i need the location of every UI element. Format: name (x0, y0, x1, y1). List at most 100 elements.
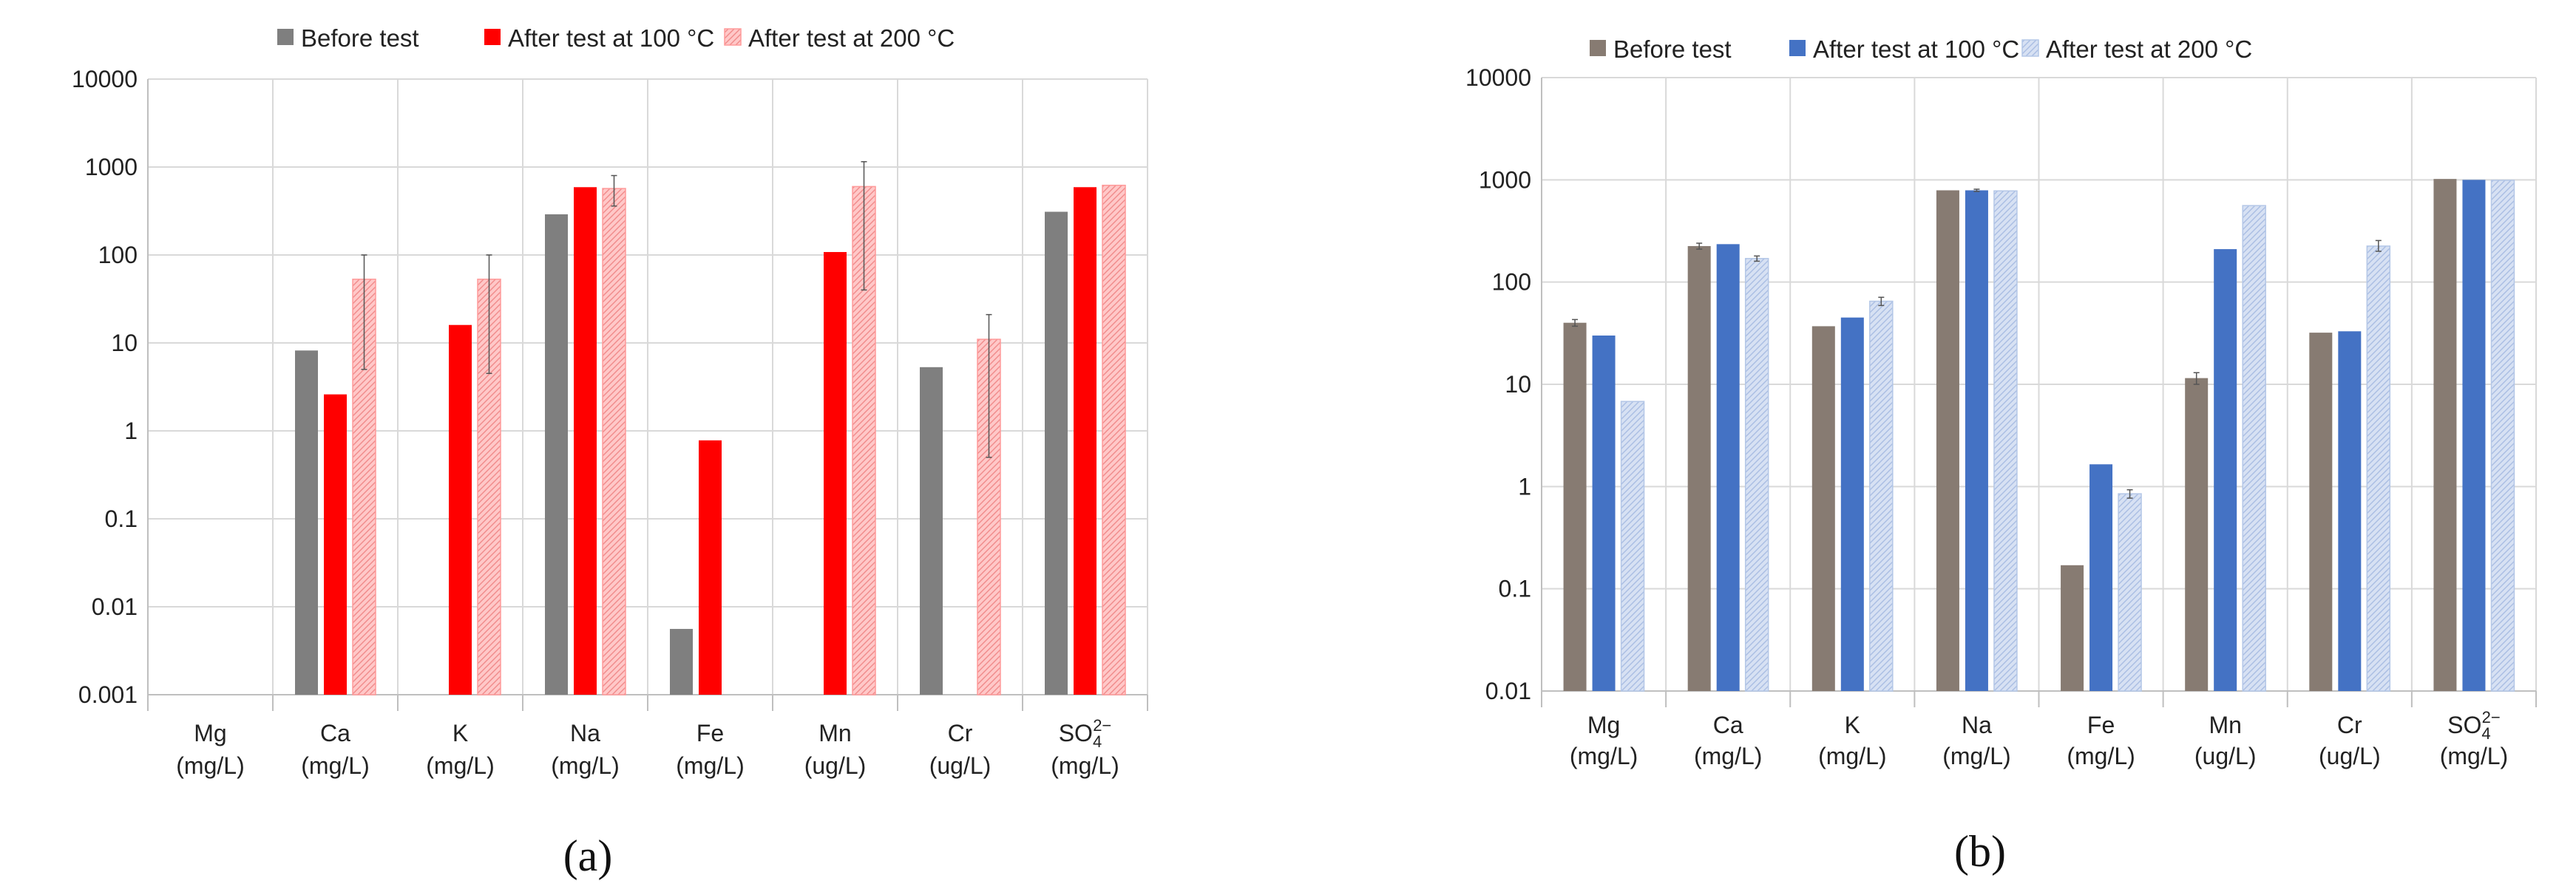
x-category-unit: (mg/L) (2440, 743, 2508, 769)
x-category-unit: (mg/L) (1694, 743, 1762, 769)
legend-before-swatch (1590, 40, 1606, 56)
y-tick-label: 100 (1492, 269, 1531, 296)
y-tick-label: 0.1 (1499, 576, 1531, 602)
legend-100-label: After test at 100 °C (508, 24, 714, 52)
x-category-unit: (mg/L) (426, 752, 494, 779)
bar-2-na (1965, 190, 1988, 691)
x-category-unit: (mg/L) (2067, 743, 2135, 769)
bar-1-ca (1687, 245, 1711, 691)
legend-200-swatch (2021, 39, 2039, 57)
bar-3-so42 (2490, 180, 2515, 692)
bar-3-so42 (1102, 184, 1126, 695)
bar-1-mg (1563, 322, 1587, 691)
bar-1-k (1811, 326, 1835, 691)
x-category-unit: (ug/L) (929, 752, 992, 779)
y-tick-label: 1 (1518, 473, 1531, 500)
y-tick-label: 10 (111, 330, 138, 356)
legend-before-swatch (277, 29, 294, 45)
bar-3-na (1993, 190, 2018, 692)
x-category-label: Fe (696, 720, 724, 746)
legend-before-label: Before test (301, 24, 419, 52)
x-category-label: Ca (320, 720, 350, 746)
bar-2-mn (2214, 249, 2237, 691)
chart-a: 0.001 0.01 0.1 1 10 100 1000 10000 Mg (mg/L) Ca (mg… (72, 24, 1148, 779)
legend-200-label: After test at 200 °C (748, 24, 955, 52)
x-category-label: K (1845, 712, 1860, 738)
x-category-label: Cr (2337, 712, 2362, 738)
x-category-label: Mn (818, 720, 851, 746)
chart-b: 0.01 0.1 1 10 100 1000 10000 Mg (mg/L) Ca (mg/L) K (… (1465, 35, 2537, 769)
bar-3-na (602, 188, 626, 695)
x-category-label: Na (1962, 712, 1992, 738)
y-tick-label: 0.001 (78, 681, 138, 708)
legend-100-swatch (484, 29, 501, 45)
x-category-unit: (mg/L) (176, 752, 244, 779)
x-category-label: Ca (1713, 712, 1743, 738)
legend-200-label: After test at 200 °C (2046, 35, 2252, 63)
bar-3-k (1869, 300, 1894, 692)
bar-3-mg (1620, 401, 1645, 692)
bar-1-na (545, 214, 568, 695)
bar-2-so42 (2462, 180, 2486, 692)
bar-2-k (449, 324, 472, 695)
x-category-unit: (mg/L) (1942, 743, 2010, 769)
bar-1-fe (2061, 565, 2084, 691)
x-category-label: SO42− (1059, 716, 1112, 751)
panel-label-b: (b) (1954, 827, 2006, 876)
x-category-unit: (mg/L) (301, 752, 369, 779)
bar-2-na (574, 187, 597, 695)
bar-2-mn (824, 252, 847, 695)
bar-1-fe (670, 628, 693, 695)
bar-1-so42 (2433, 179, 2457, 691)
bar-1-na (1936, 190, 1959, 691)
bar-2-mg (1592, 335, 1616, 691)
x-category-unit: (mg/L) (1818, 743, 1886, 769)
x-category-label: Mn (2209, 712, 2241, 738)
x-category-label: Na (570, 720, 600, 746)
x-category-label: Cr (948, 720, 973, 746)
legend-100-swatch (1789, 40, 1806, 56)
y-tick-label: 100 (98, 242, 138, 268)
x-category-unit: (mg/L) (551, 752, 619, 779)
x-category-label: K (453, 720, 468, 746)
bar-1-ca (295, 350, 318, 695)
y-tick-label: 10000 (72, 66, 138, 92)
y-tick-label: 10000 (1465, 64, 1531, 91)
bar-1-mn (2185, 378, 2209, 691)
bar-1-cr (2309, 333, 2333, 691)
bar-2-fe (699, 440, 722, 695)
y-tick-label: 1000 (85, 154, 138, 180)
legend-before-label: Before test (1613, 35, 1732, 63)
bar-3-cr (2366, 245, 2391, 692)
bar-3-mn (2242, 205, 2266, 692)
bar-2-so42 (1074, 187, 1097, 695)
y-tick-label: 10 (1505, 371, 1531, 398)
bar-2-cr (2338, 331, 2362, 691)
legend-100-label: After test at 100 °C (1813, 35, 2019, 63)
x-category-label: Mg (1587, 712, 1620, 738)
bar-3-ca (1744, 258, 1769, 692)
y-tick-label: 0.01 (92, 593, 138, 620)
x-category-unit: (ug/L) (2194, 743, 2257, 769)
panel-label-a: (a) (563, 831, 613, 880)
bar-2-fe (2089, 464, 2113, 691)
bar-2-ca (1716, 244, 1740, 692)
x-category-unit: (mg/L) (1570, 743, 1638, 769)
bar-1-so42 (1045, 211, 1068, 695)
bar-3-fe (2118, 493, 2142, 692)
y-tick-label: 1000 (1479, 166, 1531, 193)
bar-2-k (1840, 317, 1864, 691)
legend-200-swatch (724, 28, 742, 46)
x-category-unit: (ug/L) (2319, 743, 2381, 769)
x-category-label: Mg (194, 720, 226, 746)
x-category-unit: (mg/L) (676, 752, 744, 779)
bar-2-ca (324, 394, 347, 695)
x-category-unit: (ug/L) (804, 752, 867, 779)
bar-3-cr (977, 338, 1001, 695)
y-tick-label: 0.1 (105, 506, 138, 532)
x-category-label: Fe (2087, 712, 2115, 738)
x-category-unit: (mg/L) (1051, 752, 1119, 779)
x-category-label: SO42− (2447, 708, 2501, 743)
y-tick-label: 0.01 (1485, 678, 1531, 704)
